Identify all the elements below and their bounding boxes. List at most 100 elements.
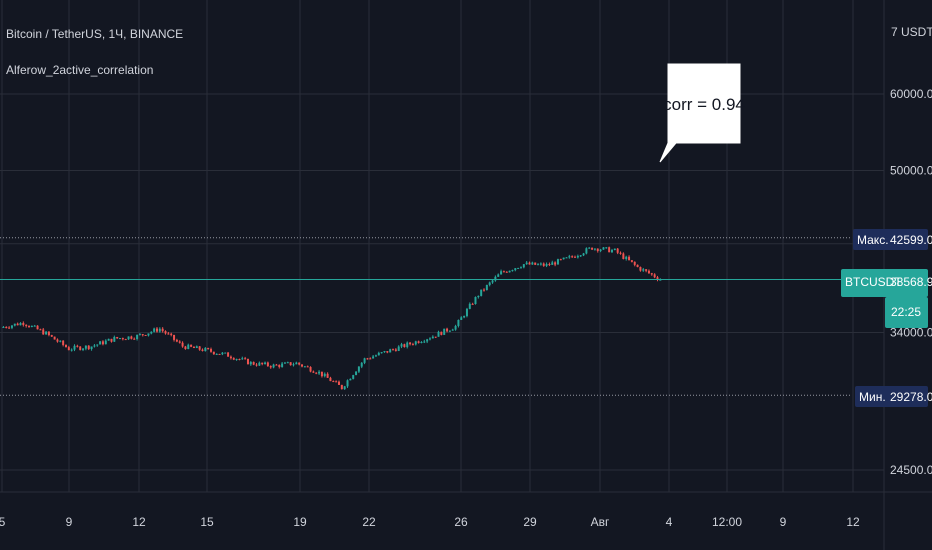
indicator-legend[interactable]: Alferow_2active_correlation bbox=[6, 63, 154, 77]
candle-body bbox=[565, 257, 568, 259]
candle-body bbox=[286, 362, 289, 364]
candle-body bbox=[332, 381, 335, 383]
candle-body bbox=[42, 329, 45, 335]
candle-body bbox=[656, 277, 659, 280]
candle-body bbox=[295, 362, 298, 365]
candle-body bbox=[545, 263, 548, 266]
candle-body bbox=[397, 346, 400, 351]
candle-body bbox=[630, 260, 633, 262]
candle-body bbox=[207, 348, 210, 350]
candle-body bbox=[559, 259, 562, 261]
candle-body bbox=[53, 336, 56, 340]
candle-body bbox=[124, 339, 127, 341]
candle-body bbox=[301, 364, 304, 367]
candle-body bbox=[229, 356, 232, 359]
candle-body bbox=[289, 362, 292, 366]
price-tick-label: 24500.00 bbox=[890, 463, 932, 477]
candle-body bbox=[653, 274, 656, 278]
candle-body bbox=[178, 341, 181, 343]
candle-body bbox=[392, 349, 395, 351]
reference-lines bbox=[0, 237, 850, 396]
candle-body bbox=[468, 303, 471, 309]
candle-body bbox=[50, 335, 53, 337]
candle-body bbox=[636, 264, 639, 268]
candle-body bbox=[45, 331, 48, 335]
candlestick-series[interactable] bbox=[2, 246, 662, 390]
candle-body bbox=[84, 345, 87, 349]
time-tick-label: 12 bbox=[132, 515, 146, 529]
candle-body bbox=[610, 250, 613, 253]
candle-body bbox=[454, 325, 457, 330]
candle-body bbox=[619, 252, 622, 254]
correlation-callout[interactable]: corr = 0.94 bbox=[659, 63, 745, 163]
candle-body bbox=[224, 352, 227, 354]
candle-body bbox=[340, 384, 343, 390]
candle-body bbox=[82, 348, 85, 350]
candle-body bbox=[448, 330, 451, 332]
candle-body bbox=[170, 333, 173, 335]
candle-body bbox=[144, 335, 147, 337]
candle-body bbox=[585, 248, 588, 254]
candle-body bbox=[309, 367, 312, 372]
candle-body bbox=[8, 327, 11, 329]
candle-body bbox=[210, 349, 213, 352]
time-tick-label: 5 bbox=[0, 515, 6, 529]
candle-body bbox=[39, 329, 42, 331]
candle-body bbox=[235, 358, 238, 360]
price-tick-label: 60000.00 bbox=[890, 87, 932, 101]
candle-body bbox=[2, 326, 5, 328]
symbol-legend[interactable]: Bitcoin / TetherUS, 1Ч, BINANCE bbox=[6, 27, 184, 41]
time-tick-label: 15 bbox=[200, 515, 214, 529]
candle-body bbox=[582, 253, 585, 256]
candle-body bbox=[369, 358, 372, 360]
candle-body bbox=[622, 253, 625, 259]
candle-body bbox=[360, 362, 363, 367]
candle-body bbox=[639, 267, 642, 271]
candle-body bbox=[255, 364, 258, 366]
candle-body bbox=[269, 365, 272, 368]
candle-body bbox=[548, 263, 551, 265]
time-scale[interactable]: 5 9 12 15 19 22 26 29 Авг 4 12:00 9 12 bbox=[0, 515, 860, 529]
currency-label[interactable]: 7 USDT 0 bbox=[891, 25, 932, 39]
candle-body bbox=[67, 347, 70, 351]
candle-body bbox=[554, 262, 557, 265]
candle-body bbox=[62, 340, 65, 345]
candle-body bbox=[326, 373, 329, 378]
candle-body bbox=[147, 333, 150, 336]
candle-body bbox=[261, 362, 264, 365]
candle-body bbox=[625, 256, 628, 259]
candle-body bbox=[659, 279, 662, 281]
candle-body bbox=[531, 262, 534, 265]
time-tick-label: 22 bbox=[362, 515, 376, 529]
max-tag: Макс. 42599.00 bbox=[853, 229, 932, 250]
price-tick-label: 50000.00 bbox=[890, 164, 932, 178]
candle-body bbox=[349, 378, 352, 381]
candle-body bbox=[406, 342, 409, 347]
candle-body bbox=[227, 352, 230, 357]
candle-body bbox=[278, 364, 281, 367]
candle-body bbox=[281, 363, 284, 367]
candle-body bbox=[403, 344, 406, 347]
candle-body bbox=[318, 371, 321, 374]
candle-body bbox=[519, 267, 522, 269]
candle-body bbox=[647, 270, 650, 274]
candle-body bbox=[431, 336, 434, 339]
candle-body bbox=[628, 256, 631, 261]
candle-body bbox=[602, 247, 605, 250]
time-tick-label: 12 bbox=[846, 515, 860, 529]
candle-body bbox=[514, 268, 517, 271]
candle-body bbox=[372, 356, 375, 359]
time-tick-label: 12:00 bbox=[712, 515, 742, 529]
candle-body bbox=[528, 262, 531, 265]
candle-body bbox=[101, 341, 104, 345]
candle-body bbox=[420, 341, 423, 343]
candle-body bbox=[568, 256, 571, 258]
candle-body bbox=[164, 331, 167, 334]
candle-body bbox=[579, 255, 582, 257]
candle-body bbox=[36, 325, 39, 330]
price-scale[interactable]: 60000.00 50000.00 34000.00 24500.00 bbox=[890, 87, 932, 477]
candle-body bbox=[167, 333, 170, 335]
candle-body bbox=[642, 269, 645, 271]
candle-body bbox=[136, 334, 139, 339]
